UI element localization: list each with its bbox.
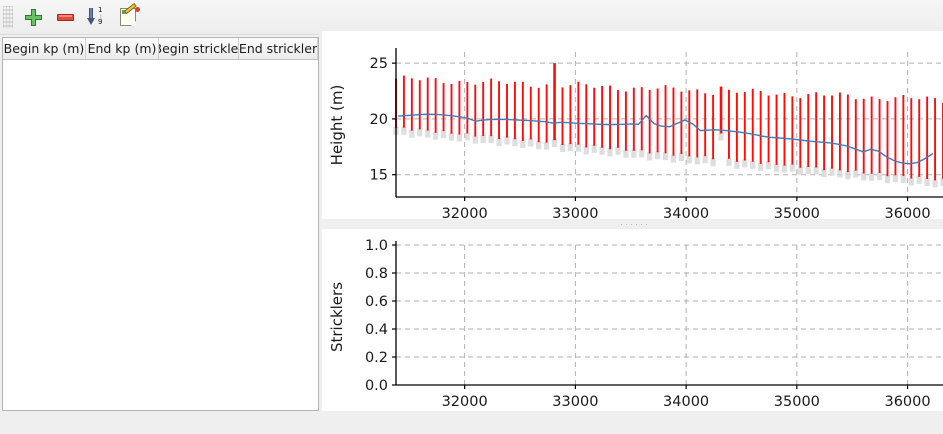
sort-1-9-icon: 1 ⋮ 9 bbox=[87, 7, 107, 27]
height-profile-chart[interactable]: 15 20 25 32000 33000 34000 35000 36000 Height (… bbox=[322, 31, 943, 219]
table-header-row: Begin kp (m) End kp (m) Begin strickler … bbox=[3, 38, 318, 60]
svg-text:15: 15 bbox=[370, 168, 388, 184]
height-chart-axes bbox=[392, 48, 943, 201]
svg-text:36000: 36000 bbox=[884, 394, 930, 410]
bed-level-shadow bbox=[393, 126, 943, 188]
svg-text:35000: 35000 bbox=[774, 394, 820, 410]
plus-icon bbox=[24, 8, 42, 26]
column-begin-strickler[interactable]: Begin strickler bbox=[159, 38, 239, 59]
toolbar-drag-handle[interactable] bbox=[3, 6, 13, 28]
svg-text:1.0: 1.0 bbox=[365, 238, 388, 254]
column-begin-kp[interactable]: Begin kp (m) bbox=[3, 38, 86, 59]
splitter-grip bbox=[618, 223, 647, 226]
stricklers-tick-labels: 0.0 0.2 0.4 0.6 0.8 1.0 32000 33000 34000 35000 36… bbox=[365, 238, 931, 410]
svg-text:33000: 33000 bbox=[552, 394, 598, 410]
svg-text:20: 20 bbox=[370, 112, 388, 128]
height-chart-gridlines bbox=[396, 52, 943, 197]
height-chart-tick-labels: 15 20 25 32000 33000 34000 35000 36000 bbox=[370, 56, 931, 219]
svg-text:0.8: 0.8 bbox=[365, 266, 388, 282]
strickler-table-panel: Begin kp (m) End kp (m) Begin strickler … bbox=[2, 37, 319, 411]
status-bar bbox=[0, 412, 943, 434]
height-axis-label: Height (m) bbox=[328, 85, 346, 166]
cross-section-extent-bars bbox=[395, 63, 943, 181]
stricklers-axis-label: Stricklers bbox=[328, 282, 346, 352]
stricklers-gridlines bbox=[396, 244, 943, 386]
svg-text:32000: 32000 bbox=[442, 394, 488, 410]
svg-text:35000: 35000 bbox=[774, 206, 820, 219]
table-body[interactable] bbox=[3, 60, 318, 410]
column-end-kp[interactable]: End kp (m) bbox=[86, 38, 160, 59]
column-end-strickler[interactable]: End strickler bbox=[239, 38, 318, 59]
svg-text:36000: 36000 bbox=[884, 206, 930, 219]
sort-descending-button[interactable]: 1 ⋮ 9 bbox=[81, 2, 113, 32]
svg-text:32000: 32000 bbox=[442, 206, 488, 219]
water-level-line bbox=[398, 113, 934, 165]
svg-text:0.4: 0.4 bbox=[365, 322, 388, 338]
height-profile-svg: 15 20 25 32000 33000 34000 35000 36000 Height (… bbox=[328, 48, 943, 219]
svg-text:33000: 33000 bbox=[552, 206, 598, 219]
svg-text:0.6: 0.6 bbox=[365, 294, 388, 310]
note-edit-icon bbox=[119, 2, 140, 27]
svg-text:34000: 34000 bbox=[663, 394, 709, 410]
add-row-button[interactable] bbox=[17, 2, 49, 32]
toolbar: 1 ⋮ 9 bbox=[0, 0, 943, 35]
plot-column: 15 20 25 32000 33000 34000 35000 36000 Height (… bbox=[322, 31, 943, 411]
stricklers-axes bbox=[392, 241, 943, 389]
stricklers-chart[interactable]: 0.0 0.2 0.4 0.6 0.8 1.0 32000 33000 34000 35000 36… bbox=[322, 229, 943, 411]
horizontal-splitter[interactable] bbox=[319, 31, 322, 411]
svg-text:34000: 34000 bbox=[663, 206, 709, 219]
minus-icon bbox=[56, 13, 74, 21]
svg-text:0.0: 0.0 bbox=[365, 378, 388, 394]
svg-text:0.2: 0.2 bbox=[365, 350, 388, 366]
remove-row-button[interactable] bbox=[49, 2, 81, 32]
svg-text:25: 25 bbox=[370, 56, 388, 72]
edit-notes-button[interactable] bbox=[113, 2, 145, 32]
stricklers-svg: 0.0 0.2 0.4 0.6 0.8 1.0 32000 33000 34000 35000 36… bbox=[328, 238, 943, 410]
vertical-splitter[interactable] bbox=[322, 219, 943, 229]
